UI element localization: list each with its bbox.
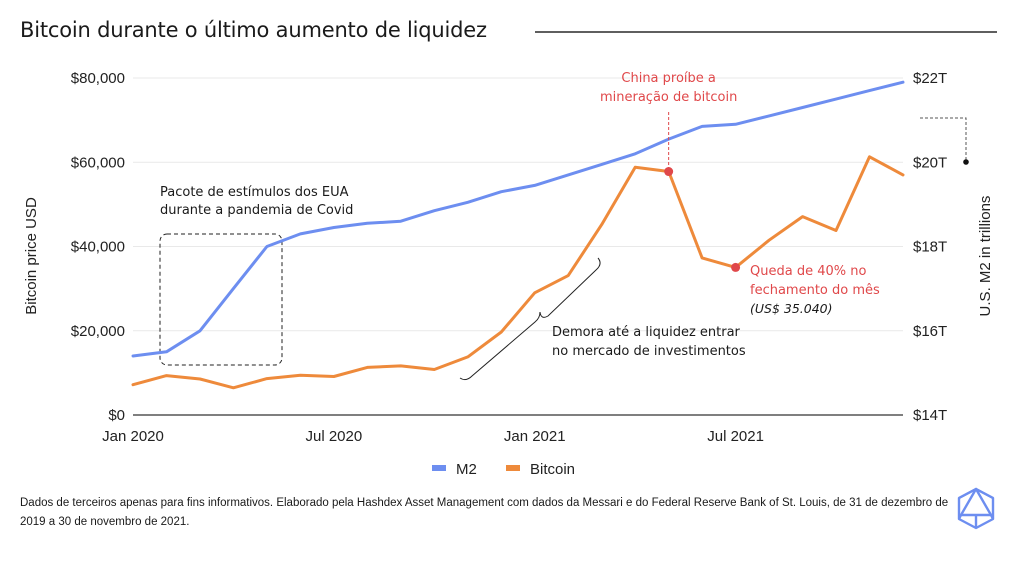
drop-annotation-text: Queda de 40% no — [750, 264, 866, 279]
right-axis-leader-dot — [963, 159, 969, 165]
chart-title: Bitcoin durante o último aumento de liqu… — [20, 18, 487, 42]
delay-annotation-text: Demora até a liquidez entrar — [552, 325, 741, 340]
y-left-tick-label: $60,000 — [71, 154, 125, 171]
y-right-axis-title: U.S. M2 in trillions — [977, 196, 994, 317]
chart: $0 $20,000 $40,000 $60,000 $80,000 $14T $16T $1… — [23, 70, 994, 478]
y-left-axis-title: Bitcoin price USD — [23, 197, 40, 315]
china-annotation-text: China proíbe a — [621, 71, 716, 86]
drop-annotation-text: fechamento do mês — [750, 283, 880, 298]
drop-value-note: (US$ 35.040) — [750, 301, 833, 316]
series-lines — [131, 80, 905, 390]
grid-lines — [133, 77, 903, 332]
hashdex-logo-icon — [957, 487, 995, 530]
x-tick-label: Jan 2020 — [102, 428, 164, 445]
delay-annotation-text: no mercado de investimentos — [552, 344, 746, 359]
legend-swatch-m2 — [432, 465, 446, 471]
axes: $0 $20,000 $40,000 $60,000 $80,000 $14T $16T $1… — [23, 70, 994, 445]
y-right-tick-label: $14T — [913, 407, 947, 424]
legend-label-m2: M2 — [456, 461, 477, 478]
title-rule — [535, 31, 997, 33]
right-axis-leader — [920, 117, 967, 162]
delay-brace — [459, 257, 601, 381]
series-line-bitcoin — [131, 155, 905, 390]
x-tick-label: Jan 2021 — [504, 428, 566, 445]
x-tick-label: Jul 2021 — [707, 428, 764, 445]
legend-label-bitcoin: Bitcoin — [530, 461, 575, 478]
x-tick-label: Jul 2020 — [306, 428, 363, 445]
china-marker — [664, 167, 674, 177]
footnote: Dados de terceiros apenas para fins info… — [20, 497, 949, 528]
stimulus-annotation-text: Pacote de estímulos dos EUA — [160, 185, 349, 200]
drop-marker — [731, 262, 741, 272]
china-annotation-text: mineração de bitcoin — [600, 90, 737, 105]
y-right-tick-label: $18T — [913, 239, 947, 256]
legend-swatch-bitcoin — [506, 465, 520, 471]
y-right-tick-label: $22T — [913, 70, 947, 87]
stimulus-annotation-text: durante a pandemia de Covid — [160, 203, 353, 218]
annotations-under — [159, 117, 969, 366]
legend: M2 Bitcoin — [432, 461, 575, 478]
series-line-m2 — [131, 80, 905, 358]
y-left-tick-label: $20,000 — [71, 323, 125, 340]
y-right-tick-label: $16T — [913, 323, 947, 340]
stimulus-box — [159, 233, 283, 366]
y-left-tick-label: $40,000 — [71, 239, 125, 256]
annotations: Pacote de estímulos dos EUA durante a pan… — [160, 71, 880, 381]
y-left-tick-label: $0 — [108, 407, 125, 424]
y-left-tick-label: $80,000 — [71, 70, 125, 87]
y-right-tick-label: $20T — [913, 154, 947, 171]
